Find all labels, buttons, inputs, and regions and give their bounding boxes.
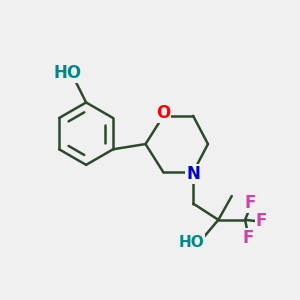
Text: F: F — [245, 194, 256, 212]
Text: N: N — [186, 165, 200, 183]
Text: F: F — [242, 229, 254, 247]
Text: O: O — [156, 104, 170, 122]
Text: F: F — [256, 212, 267, 230]
Text: HO: HO — [179, 235, 205, 250]
Text: HO: HO — [54, 64, 82, 82]
